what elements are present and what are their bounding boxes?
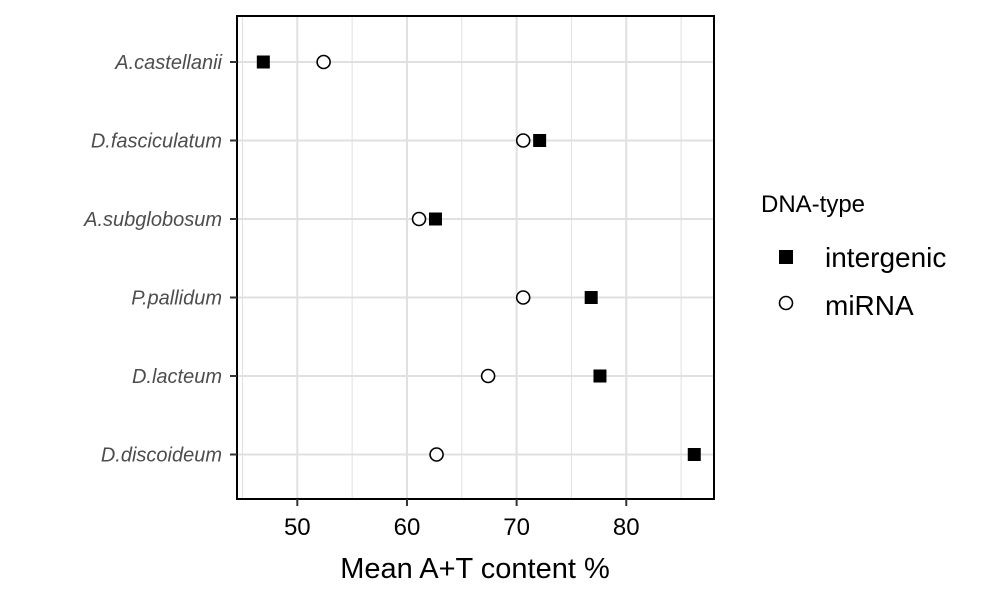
- legend: DNA-type intergenic miRNA: [761, 191, 946, 321]
- plot-panel-border: [236, 15, 715, 500]
- legend-title: DNA-type: [761, 191, 865, 218]
- y-tick-label: A.castellanii: [114, 52, 222, 74]
- data-points: [256, 54, 701, 462]
- legend-intergenic-key: [779, 250, 793, 264]
- y-tick-label: D.fasciculatum: [91, 131, 222, 153]
- point-intergenic: [428, 212, 442, 226]
- y-tick-label: P.pallidum: [131, 288, 222, 310]
- legend-mirna-key: [778, 295, 794, 311]
- point-intergenic: [593, 369, 607, 383]
- legend-mirna-label: miRNA: [825, 290, 914, 321]
- point-intergenic: [533, 134, 547, 147]
- minor-gridlines: [241, 16, 682, 499]
- x-tick-label: 80: [613, 514, 640, 541]
- legend-intergenic-label: intergenic: [825, 242, 946, 273]
- major-gridlines: [237, 16, 714, 499]
- point-mirna: [515, 290, 531, 305]
- point-intergenic: [256, 55, 270, 69]
- x-tick-label: 50: [284, 514, 311, 541]
- point-intergenic: [584, 291, 598, 304]
- y-tick-label: A.subglobosum: [83, 209, 222, 231]
- point-mirna: [429, 447, 444, 462]
- point-intergenic: [687, 448, 701, 461]
- x-axis: 50 60 70 80: [284, 499, 640, 541]
- x-tick-label: 60: [394, 514, 421, 541]
- y-axis: A.castellanii D.fasciculatum A.subglobosum…: [83, 52, 237, 467]
- point-mirna: [480, 368, 496, 384]
- point-mirna: [515, 133, 531, 148]
- point-mirna: [411, 211, 427, 227]
- x-tick-label: 70: [503, 514, 530, 541]
- point-mirna: [316, 54, 331, 70]
- y-tick-label: D.lacteum: [132, 366, 222, 388]
- x-axis-title: Mean A+T content %: [340, 553, 610, 585]
- y-tick-label: D.discoideum: [101, 445, 222, 467]
